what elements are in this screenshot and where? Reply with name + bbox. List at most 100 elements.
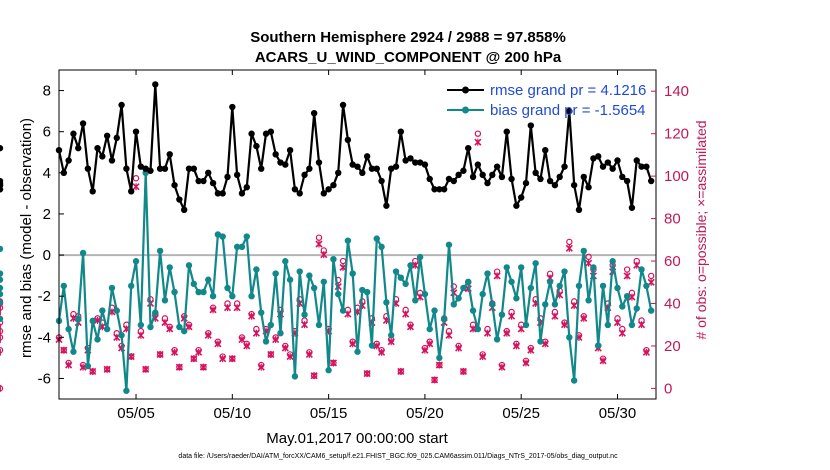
- bias-point: [551, 301, 559, 308]
- bias-point: [450, 301, 457, 308]
- obs-assimilated-marker: [517, 325, 525, 333]
- bias-point: [445, 241, 453, 248]
- bias-point: [267, 321, 275, 329]
- obs-assimilated-marker: [402, 310, 410, 318]
- rmse-point: [397, 128, 405, 135]
- bias-point: [436, 354, 443, 362]
- bias-point: [344, 237, 352, 244]
- rmse-point: [79, 120, 87, 127]
- bias-point: [306, 272, 313, 279]
- obs-assimilated-marker: [411, 261, 419, 269]
- obs-assimilated-marker: [300, 321, 309, 329]
- obs-possible-marker: [0, 319, 4, 326]
- bias-point: [185, 262, 193, 269]
- rmse-point: [137, 163, 145, 170]
- rmse-point: [70, 130, 77, 137]
- bias-point: [128, 282, 135, 290]
- obs-assimilated-marker: [445, 331, 453, 339]
- obs-assimilated-marker: [551, 312, 559, 320]
- rmse-point: [604, 159, 612, 166]
- obs-assimilated-marker: [479, 352, 487, 361]
- bias-point: [354, 348, 361, 355]
- obs-assimilated-marker: [580, 314, 588, 322]
- y-left-tick-label: 2: [43, 206, 51, 223]
- bias-point: [195, 288, 202, 296]
- obs-assimilated-marker: [175, 363, 183, 371]
- y-axis-left-label: rmse and bias (model - observation): [18, 118, 35, 358]
- rmse-point: [566, 107, 573, 115]
- bias-point: [103, 325, 111, 333]
- obs-assimilated-marker: [228, 355, 236, 363]
- bias-point: [65, 325, 72, 333]
- rmse-point: [489, 171, 496, 179]
- obs-assimilated-marker: [248, 312, 256, 320]
- bias-point: [469, 307, 477, 314]
- bias-point: [315, 321, 323, 329]
- bias-point: [89, 317, 96, 325]
- obs-assimilated-marker: [387, 338, 395, 346]
- bias-point: [291, 373, 299, 380]
- bias-point: [310, 284, 318, 292]
- obs-assimilated-marker: [421, 346, 429, 354]
- obs-possible-marker: [623, 266, 631, 273]
- rmse-point: [455, 171, 462, 179]
- bias-point: [407, 262, 414, 269]
- y-right-tick-label: 80: [664, 211, 681, 228]
- obs-possible-marker: [0, 327, 4, 335]
- obs-assimilated-marker: [142, 365, 150, 373]
- rmse-point: [286, 146, 294, 154]
- y-left-tick-label: 4: [43, 165, 51, 182]
- y-left-tick-label: 6: [43, 124, 51, 141]
- obs-assimilated-marker: [373, 342, 381, 350]
- bias-point: [590, 264, 597, 271]
- bias-point: [0, 276, 4, 283]
- bias-point: [517, 264, 525, 271]
- obs-assimilated-marker: [137, 331, 145, 339]
- bias-point: [0, 290, 4, 298]
- rmse-point: [253, 142, 260, 150]
- bias-point: [503, 264, 510, 271]
- bias-point: [493, 336, 501, 343]
- obs-assimilated-marker: [512, 342, 520, 350]
- obs-assimilated-marker: [252, 329, 260, 337]
- rmse-point: [180, 206, 188, 214]
- rmse-point: [65, 157, 72, 164]
- bias-point: [282, 258, 289, 265]
- obs-assimilated-marker: [585, 259, 593, 267]
- rmse-point: [638, 163, 645, 170]
- bias-point: [205, 276, 212, 283]
- obs-assimilated-marker: [565, 244, 573, 252]
- y-right-tick-label: 20: [664, 338, 681, 355]
- bias-point: [200, 288, 207, 296]
- bias-point: [113, 307, 120, 314]
- rmse-point: [113, 134, 120, 142]
- bias-point: [75, 315, 82, 323]
- bias-point: [421, 290, 429, 298]
- legend-rmse-marker: [462, 86, 469, 94]
- obs-assimilated-marker: [320, 251, 328, 259]
- legend-rmse-label: rmse grand pr = 4.1216: [490, 82, 646, 99]
- bias-point: [460, 284, 467, 292]
- rmse-point: [190, 165, 198, 172]
- y-right-tick-label: 40: [664, 295, 681, 312]
- bias-line: [57, 171, 653, 392]
- rmse-point: [383, 202, 390, 209]
- obs-assimilated-marker: [642, 348, 650, 356]
- y-left-tick-label: 0: [43, 247, 51, 264]
- rmse-point: [469, 173, 477, 181]
- rmse-point: [460, 167, 467, 174]
- bias-point: [248, 292, 255, 300]
- rmse-point: [378, 177, 385, 185]
- rmse-point: [575, 206, 583, 214]
- rmse-point: [0, 186, 4, 193]
- bias-point: [94, 336, 101, 343]
- obs-assimilated-marker: [127, 352, 135, 361]
- plot-frame: [58, 69, 657, 400]
- rmse-point: [277, 159, 284, 166]
- obs-assimilated-marker: [435, 361, 443, 369]
- bias-point: [233, 243, 241, 251]
- bias-point: [440, 315, 448, 323]
- rmse-point: [84, 165, 92, 172]
- obs-assimilated-marker: [286, 352, 294, 361]
- rmse-point: [238, 190, 246, 197]
